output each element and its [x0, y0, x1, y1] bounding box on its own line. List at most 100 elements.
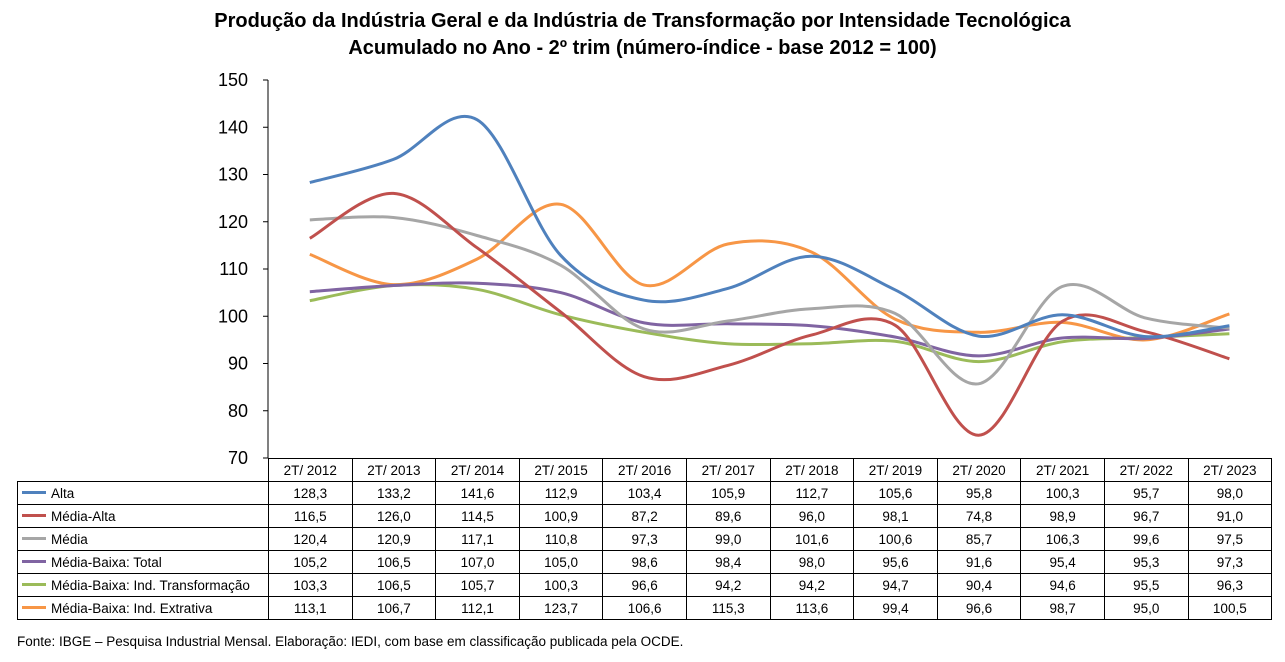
value-cell: 97,3: [1187, 550, 1273, 574]
value-cell: 114,5: [435, 504, 520, 528]
y-tick-label: 80: [228, 401, 248, 421]
value-cell: 87,2: [602, 504, 687, 528]
category-label: 2T/ 2018: [769, 458, 855, 482]
table-corner: [17, 458, 269, 482]
series-name-cell: Média-Baixa: Total: [17, 550, 269, 574]
value-cell: 98,1: [853, 504, 938, 528]
value-cell: 96,0: [769, 504, 855, 528]
y-tick-label: 110: [219, 259, 248, 279]
table-header-row: 2T/ 2012 2T/ 2013 2T/ 2014 2T/ 2015 2T/ 2016…: [17, 458, 1273, 482]
value-cell: 112,1: [435, 596, 520, 620]
y-tick-label: 130: [218, 165, 248, 185]
value-cell: 115,3: [685, 596, 771, 620]
y-tick-label: 150: [218, 70, 248, 90]
category-label: 2T/ 2013: [351, 458, 437, 482]
value-cell: 74,8: [936, 504, 1022, 528]
value-cell: 91,0: [1187, 504, 1273, 528]
value-cell: 95,7: [1103, 481, 1189, 505]
series-name: Média-Alta: [51, 508, 116, 524]
legend-swatch: [22, 537, 46, 541]
category-label: 2T/ 2015: [518, 458, 604, 482]
series-name: Média-Baixa: Ind. Extrativa: [51, 600, 213, 616]
chart-title: Produção da Indústria Geral e da Indústr…: [214, 10, 1071, 32]
value-cell: 120,4: [268, 527, 353, 551]
value-cell: 98,0: [769, 550, 855, 574]
series-line-m-dia-baixa-ind-extrativa: [309, 202, 1230, 342]
value-cell: 99,0: [685, 527, 771, 551]
category-label: 2T/ 2023: [1187, 458, 1273, 482]
chart-title-block: Produção da Indústria Geral e da Indústr…: [0, 8, 1285, 62]
table-row: Média-Baixa: Total 105,2 106,5 107,0 105,0 98…: [17, 550, 1273, 574]
y-tick-label: 90: [228, 354, 248, 374]
legend-swatch: [22, 606, 46, 610]
value-cell: 105,2: [268, 550, 353, 574]
data-table: 2T/ 2012 2T/ 2013 2T/ 2014 2T/ 2015 2T/ 2016…: [17, 458, 1273, 620]
category-label: 2T/ 2019: [853, 458, 938, 482]
value-cell: 113,6: [769, 596, 855, 620]
value-cell: 98,4: [685, 550, 771, 574]
value-cell: 100,6: [853, 527, 938, 551]
series-name-cell: Média-Baixa: Ind. Extrativa: [17, 596, 269, 620]
source-note: Fonte: IBGE – Pesquisa Industrial Mensal…: [17, 634, 684, 649]
value-cell: 106,3: [1020, 527, 1105, 551]
value-cell: 98,9: [1020, 504, 1105, 528]
value-cell: 97,5: [1187, 527, 1273, 551]
value-cell: 105,0: [518, 550, 604, 574]
category-label: 2T/ 2020: [936, 458, 1022, 482]
value-cell: 101,6: [769, 527, 855, 551]
series-name-cell: Média-Alta: [17, 504, 269, 528]
series-lines: [309, 114, 1230, 437]
value-cell: 100,5: [1187, 596, 1273, 620]
value-cell: 98,7: [1020, 596, 1105, 620]
series-name-cell: Média: [17, 527, 269, 551]
value-cell: 106,6: [602, 596, 687, 620]
table-row: Média-Baixa: Ind. Extrativa 113,1 106,7 112…: [17, 596, 1273, 620]
value-cell: 100,3: [518, 573, 604, 597]
table-body: Alta 128,3 133,2 141,6 112,9 103,4 105,9 112,7 1…: [17, 481, 1273, 620]
value-cell: 96,7: [1103, 504, 1189, 528]
value-cell: 112,7: [769, 481, 855, 505]
legend-swatch: [22, 514, 46, 518]
value-cell: 105,7: [435, 573, 520, 597]
value-cell: 123,7: [518, 596, 604, 620]
series-name: Média-Baixa: Ind. Transformação: [51, 577, 250, 593]
category-label: 2T/ 2012: [268, 458, 353, 482]
table-row: Média-Baixa: Ind. Transformação 103,3 106,…: [17, 573, 1273, 597]
value-cell: 120,9: [351, 527, 437, 551]
value-cell: 103,4: [602, 481, 687, 505]
value-cell: 105,6: [853, 481, 938, 505]
value-cell: 89,6: [685, 504, 771, 528]
series-line-m-dia-baixa-total: [309, 281, 1230, 358]
value-cell: 95,8: [936, 481, 1022, 505]
legend-swatch: [22, 491, 46, 495]
value-cell: 99,6: [1103, 527, 1189, 551]
value-cell: 107,0: [435, 550, 520, 574]
chart-subtitle: Acumulado no Ano - 2º trim (número-índic…: [348, 37, 937, 59]
legend-swatch: [22, 560, 46, 564]
value-cell: 85,7: [936, 527, 1022, 551]
value-cell: 95,3: [1103, 550, 1189, 574]
value-cell: 97,3: [602, 527, 687, 551]
value-cell: 98,0: [1187, 481, 1273, 505]
category-label: 2T/ 2017: [685, 458, 771, 482]
value-cell: 99,4: [853, 596, 938, 620]
value-cell: 98,6: [602, 550, 687, 574]
value-cell: 96,6: [602, 573, 687, 597]
value-cell: 106,5: [351, 550, 437, 574]
series-line-m-dia-alta: [309, 191, 1230, 437]
value-cell: 96,6: [936, 596, 1022, 620]
value-cell: 128,3: [268, 481, 353, 505]
value-cell: 95,6: [853, 550, 938, 574]
series-line-m-dia-baixa-ind-transforma-o: [309, 283, 1230, 364]
value-cell: 113,1: [268, 596, 353, 620]
value-cell: 106,5: [351, 573, 437, 597]
value-cell: 105,9: [685, 481, 771, 505]
series-name: Média: [51, 531, 88, 547]
value-cell: 100,3: [1020, 481, 1105, 505]
value-cell: 103,3: [268, 573, 353, 597]
value-cell: 133,2: [351, 481, 437, 505]
y-tick-label: 120: [218, 212, 248, 232]
value-cell: 94,2: [685, 573, 771, 597]
value-cell: 112,9: [518, 481, 604, 505]
y-tick-label: 100: [218, 306, 248, 326]
